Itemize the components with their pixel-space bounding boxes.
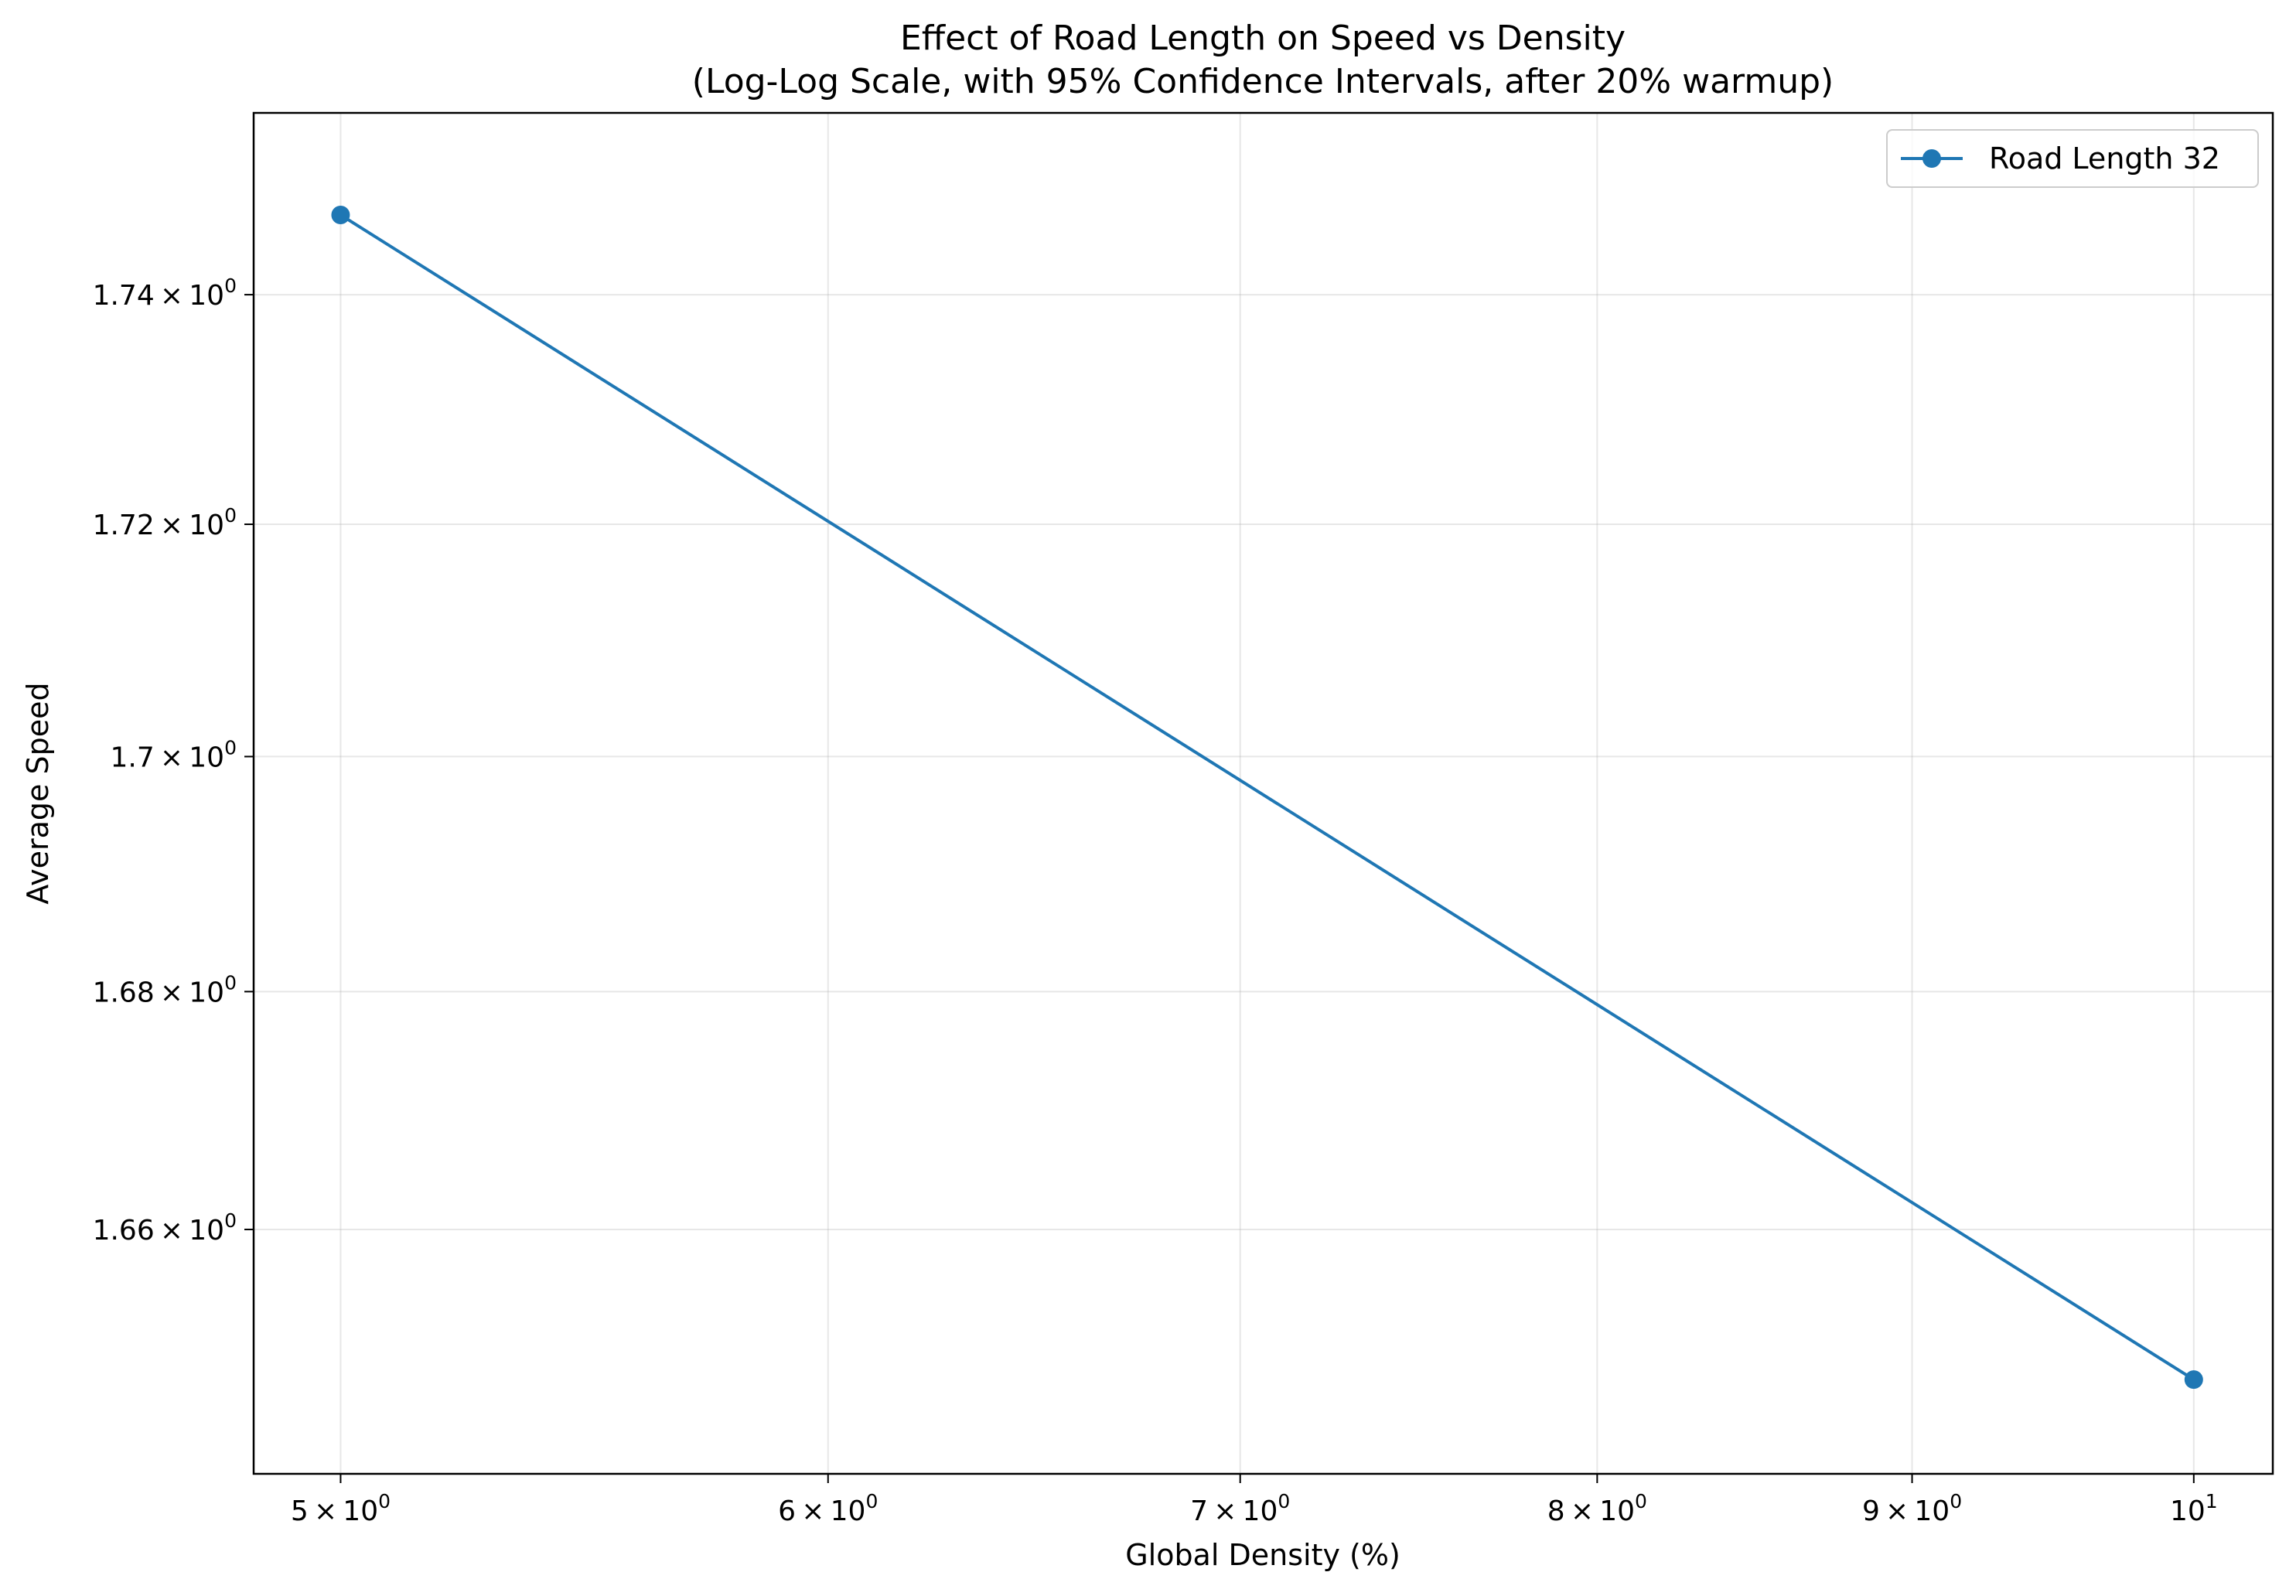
x-tick-label: 101 — [2170, 1490, 2218, 1527]
y-tick-label: 1.74 × 100 — [93, 275, 237, 312]
x-tick-label: 7 × 100 — [1190, 1490, 1290, 1527]
grid-lines — [254, 113, 2273, 1474]
x-axis-label: Global Density (%) — [1125, 1538, 1400, 1572]
y-axis-label: Average Speed — [21, 682, 55, 904]
series-line — [339, 213, 2195, 1381]
y-tick-label: 1.66 × 100 — [93, 1209, 237, 1246]
x-tick-label: 9 × 100 — [1862, 1490, 1962, 1527]
chart-subtitle: (Log-Log Scale, with 95% Confidence Inte… — [692, 62, 1834, 101]
data-point — [331, 205, 350, 224]
chart-title: Effect of Road Length on Speed vs Densit… — [900, 19, 1626, 58]
legend: Road Length 32 — [1886, 129, 2259, 188]
x-tick-label: 5 × 100 — [291, 1490, 391, 1527]
x-tick-label: 6 × 100 — [778, 1490, 878, 1527]
data-point — [2184, 1370, 2203, 1390]
y-tick-label: 1.7 × 100 — [110, 736, 237, 773]
legend-frame — [1886, 129, 2259, 188]
x-tick-label: 8 × 100 — [1547, 1490, 1647, 1527]
legend-label: Road Length 32 — [1989, 142, 2220, 176]
plot-frame — [252, 111, 2274, 1475]
axis-ticks: 5 × 100 6 × 100 7 × 100 8 × 100 9 × 100 101 1.… — [93, 275, 2218, 1527]
y-tick-label: 1.72 × 100 — [93, 504, 237, 541]
y-tick-label: 1.68 × 100 — [93, 971, 237, 1008]
legend-marker — [1922, 149, 1941, 168]
series-layer — [331, 205, 2203, 1390]
